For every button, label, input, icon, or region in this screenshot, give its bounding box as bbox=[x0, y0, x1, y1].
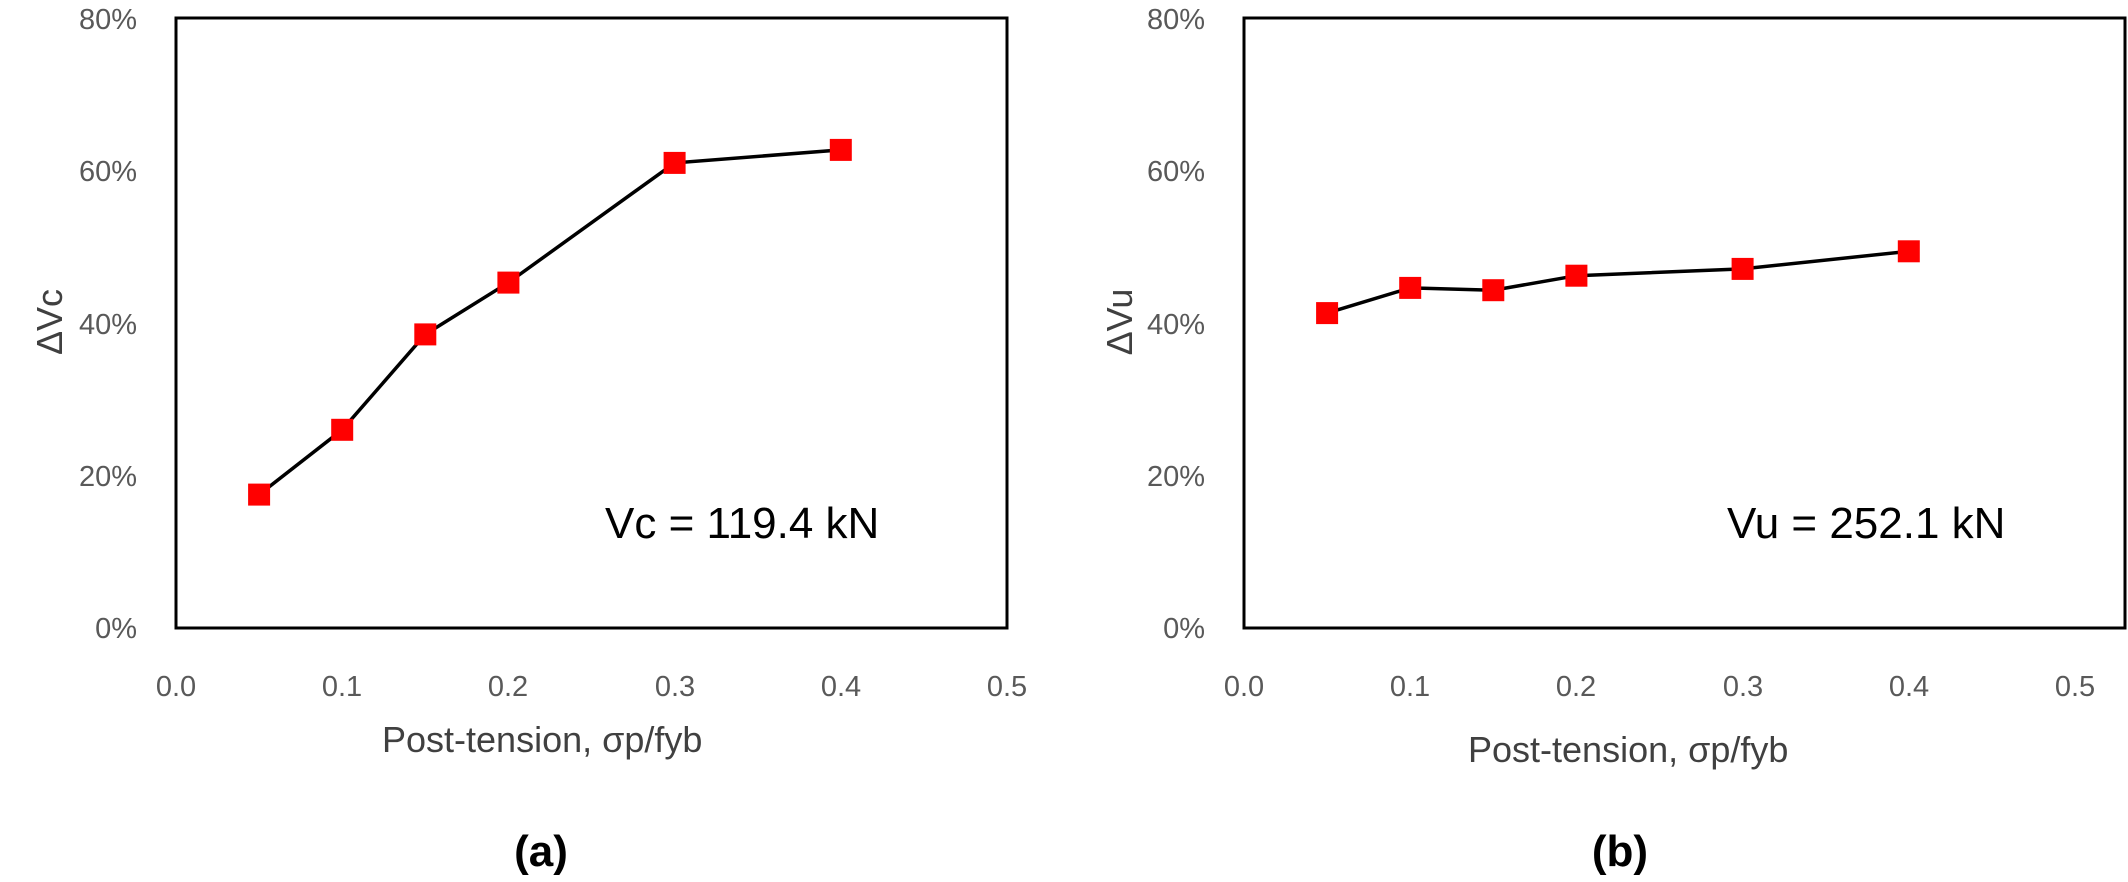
data-point-marker bbox=[248, 483, 271, 506]
data-point-marker bbox=[1482, 279, 1505, 302]
x-axis-title: Post-tension, σp/fyb bbox=[382, 719, 702, 760]
y-tick-label: 60% bbox=[1147, 156, 1205, 188]
x-tick-label: 0.2 bbox=[1556, 671, 1596, 703]
y-tick-label: 80% bbox=[79, 4, 137, 36]
series-line bbox=[1326, 249, 1909, 315]
chart-panel-b: 0% 20% 40% 60% 80% 0.0 0.1 0.2 0.3 0.4 0… bbox=[1099, 4, 2127, 876]
x-axis-title: Post-tension, σp/fyb bbox=[1468, 729, 1788, 770]
y-axis-title: ΔVc bbox=[29, 289, 70, 355]
data-series bbox=[1316, 240, 1920, 325]
data-point-marker bbox=[1316, 302, 1339, 325]
y-axis-title: ΔVu bbox=[1099, 289, 1140, 356]
data-point-marker bbox=[497, 271, 520, 294]
x-axis-ticks: 0.0 0.1 0.2 0.3 0.4 0.5 bbox=[156, 671, 1027, 703]
data-point-marker bbox=[1731, 257, 1754, 280]
data-point-marker bbox=[331, 418, 354, 441]
annotation-vc: Vc = 119.4 kN bbox=[605, 499, 879, 548]
x-tick-label: 0.1 bbox=[1390, 671, 1430, 703]
y-tick-label: 40% bbox=[1147, 309, 1205, 341]
y-tick-label: 0% bbox=[1163, 613, 1205, 645]
x-tick-label: 0.4 bbox=[1889, 671, 1929, 703]
y-tick-label: 80% bbox=[1147, 4, 1205, 36]
x-axis-ticks: 0.0 0.1 0.2 0.3 0.4 0.5 bbox=[1224, 671, 2095, 703]
annotation-vu: Vu = 252.1 kN bbox=[1727, 499, 2005, 548]
y-tick-label: 20% bbox=[1147, 461, 1205, 493]
data-point-marker bbox=[829, 138, 852, 161]
series-line bbox=[258, 148, 841, 496]
y-tick-label: 60% bbox=[79, 156, 137, 188]
data-series bbox=[248, 138, 852, 506]
x-tick-label: 0.5 bbox=[987, 671, 1027, 703]
x-tick-label: 0.3 bbox=[655, 671, 695, 703]
panel-label-a: (a) bbox=[514, 827, 568, 876]
data-point-marker bbox=[414, 323, 437, 346]
y-tick-label: 20% bbox=[79, 461, 137, 493]
data-point-marker bbox=[1565, 264, 1588, 287]
plot-area-frame bbox=[1242, 16, 2127, 630]
x-tick-label: 0.4 bbox=[821, 671, 861, 703]
data-point-marker bbox=[663, 151, 686, 174]
x-tick-label: 0.1 bbox=[322, 671, 362, 703]
x-tick-label: 0.5 bbox=[2055, 671, 2095, 703]
x-tick-label: 0.3 bbox=[1723, 671, 1763, 703]
plot-area-frame bbox=[174, 16, 1009, 630]
y-tick-label: 0% bbox=[95, 613, 137, 645]
y-axis-ticks: 0% 20% 40% 60% 80% bbox=[79, 4, 137, 645]
y-axis-ticks: 0% 20% 40% 60% 80% bbox=[1147, 4, 1205, 645]
y-tick-label: 40% bbox=[79, 309, 137, 341]
x-tick-label: 0.2 bbox=[488, 671, 528, 703]
data-point-marker bbox=[1897, 240, 1920, 263]
chart-panel-a: 0% 20% 40% 60% 80% 0.0 0.1 0.2 0.3 0.4 0… bbox=[29, 4, 1027, 876]
x-tick-label: 0.0 bbox=[1224, 671, 1264, 703]
data-point-marker bbox=[1399, 276, 1422, 299]
x-tick-label: 0.0 bbox=[156, 671, 196, 703]
panel-label-b: (b) bbox=[1592, 827, 1648, 876]
